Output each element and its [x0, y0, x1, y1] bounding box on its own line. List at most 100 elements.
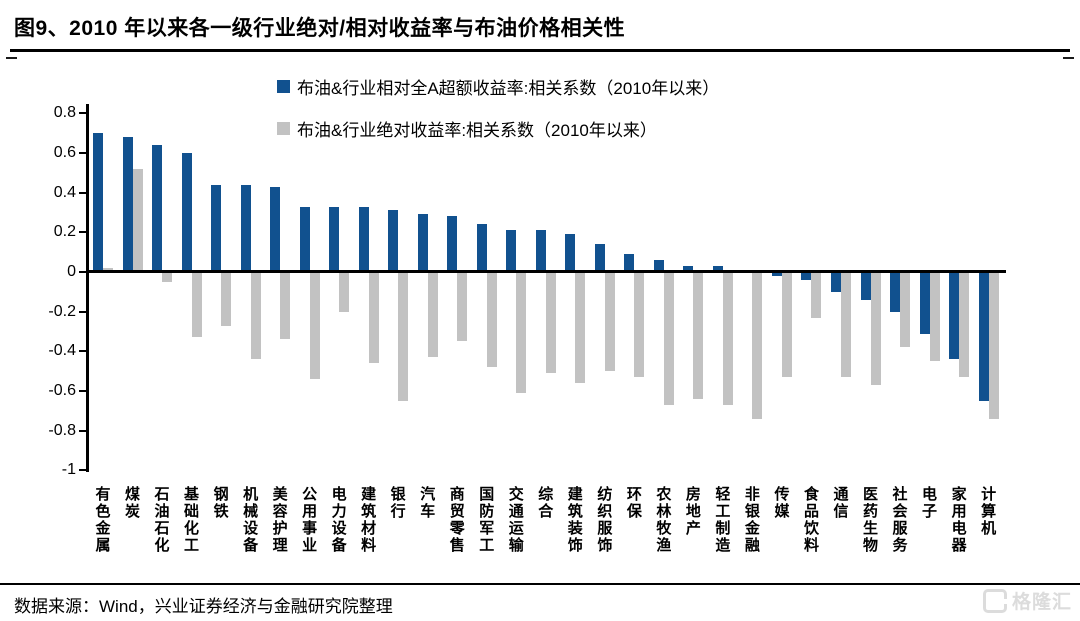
- x-category-label: 综合: [538, 486, 554, 520]
- bar-relative-return-corr-8: [299, 206, 310, 272]
- x-category-label: 轻工制造: [715, 486, 731, 554]
- figure-title: 图9、2010 年以来各一级行业绝对/相对收益率与布油价格相关性: [14, 17, 626, 40]
- x-category-label: 通信: [833, 486, 849, 520]
- bar-absolute-return-corr-23: [752, 272, 763, 419]
- y-tick-label: 0.8: [53, 104, 76, 122]
- y-tick-mark: [79, 271, 87, 273]
- x-category-label: 交通运输: [508, 486, 524, 554]
- x-category-label: 家用电器: [951, 486, 967, 554]
- bar-relative-return-corr-18: [594, 244, 605, 272]
- gelonghui-g-icon: [982, 588, 1007, 613]
- bar-absolute-return-corr-27: [870, 272, 881, 386]
- bar-absolute-return-corr-17: [575, 272, 586, 384]
- bar-absolute-return-corr-22: [722, 272, 733, 405]
- bar-relative-return-corr-6: [240, 184, 251, 272]
- bar-absolute-return-corr-14: [486, 272, 497, 368]
- y-tick-mark: [79, 191, 87, 194]
- x-category-label: 非银金融: [744, 486, 760, 554]
- bar-relative-return-corr-16: [535, 230, 546, 272]
- edge-dash-right: [1063, 57, 1074, 59]
- x-category-label: 传媒: [774, 486, 790, 520]
- x-category-label: 银行: [390, 486, 406, 520]
- bar-absolute-return-corr-20: [663, 272, 674, 405]
- bar-absolute-return-corr-26: [841, 272, 851, 378]
- bar-relative-return-corr-13: [447, 216, 458, 272]
- y-tick-mark: [79, 390, 87, 393]
- x-category-label: 美容护理: [272, 486, 288, 554]
- legend-label-relative: 布油&行业相对全A超额收益率:相关系数（2010年以来）: [297, 78, 720, 98]
- zero-baseline: [86, 270, 1006, 273]
- y-tick-label: 0.2: [53, 223, 76, 241]
- x-category-label: 汽车: [420, 486, 436, 520]
- x-category-label: 建筑材料: [361, 486, 377, 554]
- footer-rule: [0, 583, 1080, 585]
- bar-absolute-return-corr-11: [398, 272, 409, 401]
- bar-relative-return-corr-7: [270, 186, 281, 272]
- bar-absolute-return-corr-5: [221, 272, 232, 326]
- bar-absolute-return-corr-8: [309, 272, 320, 380]
- y-tick-mark: [79, 112, 87, 115]
- x-category-label: 计算机: [981, 486, 997, 537]
- y-tick-label: -0.6: [48, 382, 76, 400]
- y-tick-mark: [79, 350, 87, 353]
- x-category-label: 环保: [626, 486, 642, 520]
- bar-absolute-return-corr-2: [132, 168, 143, 272]
- legend-item-absolute: 布油&行业绝对收益率:相关系数（2010年以来）: [277, 120, 657, 140]
- x-category-label: 公用事业: [302, 486, 318, 554]
- x-category-label: 建筑装饰: [567, 486, 583, 554]
- x-category-label: 纺织服饰: [597, 486, 613, 554]
- legend-label-absolute: 布油&行业绝对收益率:相关系数（2010年以来）: [297, 120, 657, 140]
- bar-relative-return-corr-4: [181, 152, 192, 272]
- y-tick-label: -0.4: [48, 342, 76, 360]
- bar-relative-return-corr-12: [417, 214, 428, 272]
- bar-relative-return-corr-11: [388, 210, 399, 272]
- bar-relative-return-corr-9: [329, 206, 340, 272]
- bar-relative-return-corr-22: [712, 266, 723, 272]
- legend-item-relative: 布油&行业相对全A超额收益率:相关系数（2010年以来）: [277, 78, 719, 98]
- legend-swatch-absolute: [277, 121, 290, 135]
- y-tick-label: -0.8: [48, 421, 76, 439]
- x-category-label: 电力设备: [331, 486, 347, 554]
- bar-relative-return-corr-24: [771, 272, 782, 276]
- watermark-text: 格隆汇: [1011, 592, 1072, 613]
- bar-relative-return-corr-5: [211, 184, 222, 272]
- bar-relative-return-corr-31: [978, 272, 989, 401]
- bar-absolute-return-corr-12: [427, 272, 438, 358]
- bar-absolute-return-corr-29: [929, 272, 940, 362]
- bar-relative-return-corr-17: [565, 234, 576, 272]
- bar-relative-return-corr-14: [476, 224, 487, 272]
- bar-relative-return-corr-25: [801, 272, 812, 280]
- bar-relative-return-corr-30: [949, 272, 960, 360]
- bar-relative-return-corr-27: [860, 272, 871, 300]
- x-category-label: 煤炭: [125, 486, 141, 520]
- bar-relative-return-corr-28: [890, 272, 901, 312]
- y-tick-mark: [79, 151, 87, 154]
- y-tick-label: -1: [61, 461, 76, 479]
- bar-relative-return-corr-1: [93, 133, 103, 272]
- x-category-label: 医药生物: [863, 486, 879, 554]
- bar-absolute-return-corr-21: [693, 272, 704, 399]
- bar-absolute-return-corr-13: [457, 272, 468, 342]
- bar-absolute-return-corr-16: [545, 272, 556, 374]
- y-tick-mark: [79, 231, 87, 234]
- x-category-label: 钢铁: [213, 486, 229, 520]
- x-category-label: 基础化工: [184, 486, 200, 554]
- x-category-label: 有色金属: [95, 486, 111, 554]
- bar-relative-return-corr-15: [506, 230, 517, 272]
- bar-absolute-return-corr-6: [250, 272, 261, 360]
- x-category-label: 石油石化: [154, 486, 170, 554]
- bar-absolute-return-corr-4: [191, 272, 202, 338]
- bar-absolute-return-corr-31: [988, 272, 999, 419]
- bar-absolute-return-corr-18: [604, 272, 615, 372]
- bar-absolute-return-corr-24: [781, 272, 792, 378]
- bar-absolute-return-corr-9: [339, 272, 350, 312]
- x-category-label: 机械设备: [243, 486, 259, 554]
- data-source-note: 数据来源：Wind，兴业证券经济与金融研究院整理: [14, 597, 393, 616]
- bar-relative-return-corr-29: [919, 272, 930, 334]
- x-category-label: 社会服务: [892, 486, 908, 554]
- y-tick-mark: [79, 310, 87, 313]
- bar-absolute-return-corr-30: [959, 272, 970, 378]
- legend-swatch-relative: [277, 79, 290, 93]
- bar-relative-return-corr-21: [683, 266, 694, 272]
